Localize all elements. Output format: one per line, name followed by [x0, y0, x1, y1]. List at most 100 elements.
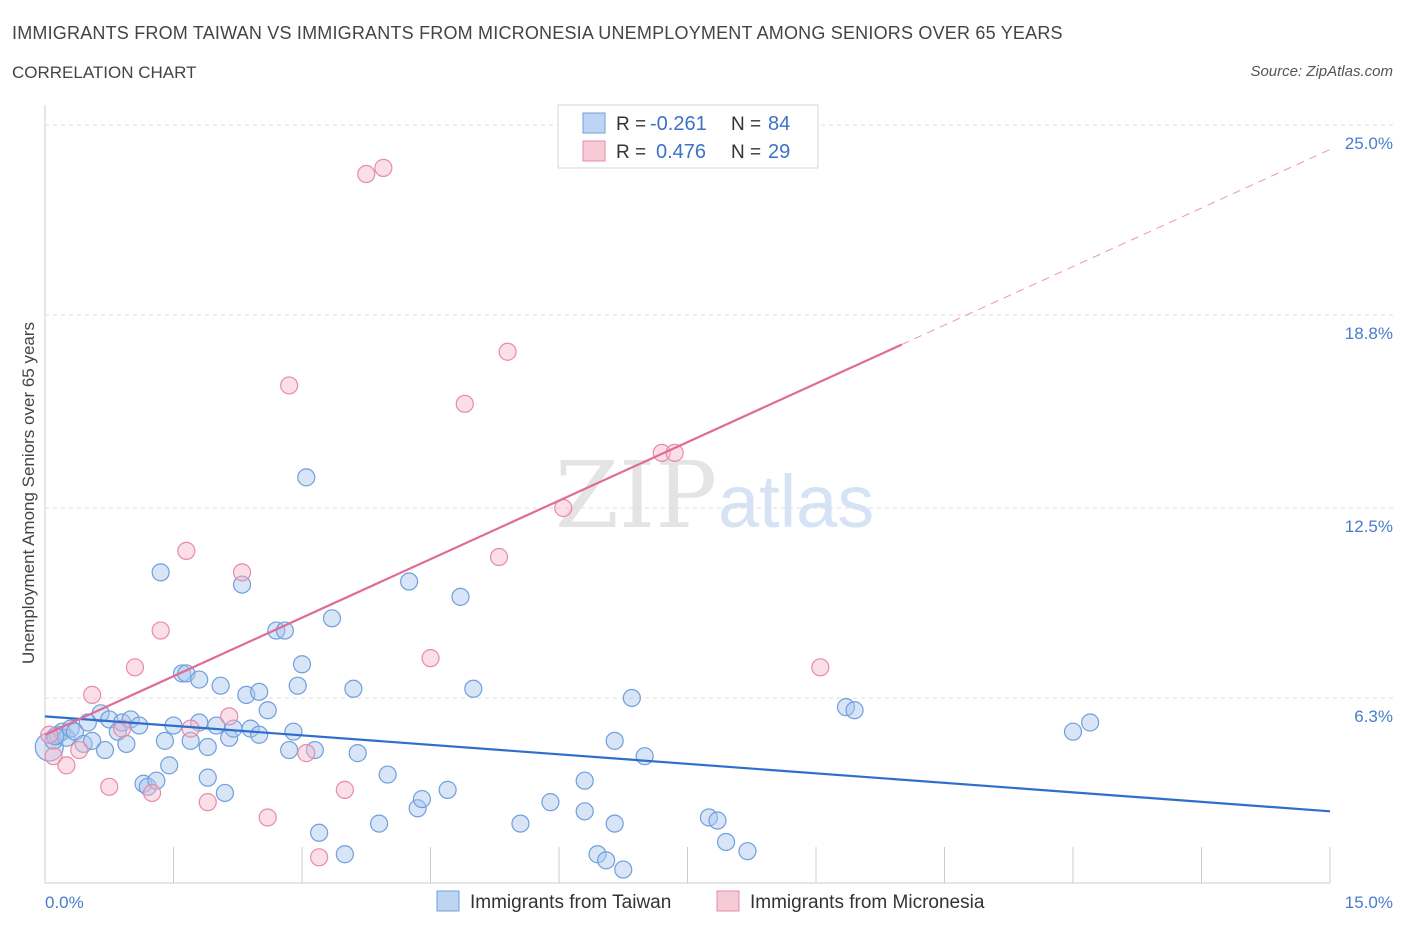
taiwan-point — [412, 789, 432, 809]
micronesia-trendline-extension — [901, 149, 1331, 346]
taiwan-point — [280, 740, 299, 760]
taiwan-point — [1063, 722, 1083, 741]
micronesia-point — [100, 777, 119, 796]
axes — [44, 105, 1331, 884]
micronesia-point — [357, 164, 376, 184]
bottom-legend-swatch-micronesia — [716, 890, 740, 912]
micronesia-point — [112, 719, 132, 738]
taiwan-point — [95, 740, 115, 760]
taiwan-point — [292, 655, 312, 674]
micronesia-point — [83, 685, 102, 705]
micronesia-point — [40, 725, 59, 744]
taiwan-point — [215, 783, 234, 803]
y-tick-label: 25.0% — [1345, 134, 1393, 153]
legend-swatch-taiwan — [582, 112, 606, 134]
taiwan-point — [370, 814, 389, 833]
taiwan-point — [211, 676, 230, 695]
taiwan-point — [322, 609, 342, 628]
y-tick-label: 12.5% — [1345, 517, 1393, 536]
taiwan-point — [258, 701, 277, 720]
micronesia-point — [280, 376, 299, 395]
taiwan-point — [511, 814, 530, 833]
y-tick-label: 6.3% — [1354, 707, 1393, 726]
micronesia-point — [455, 394, 474, 413]
watermark-zip: ZIP — [555, 442, 717, 549]
taiwan-point — [845, 701, 864, 720]
y-tick-label: 18.8% — [1345, 324, 1393, 343]
bottom-legend-label-taiwan: Immigrants from Taiwan — [470, 892, 671, 913]
taiwan-point — [151, 563, 170, 582]
taiwan-point — [622, 688, 641, 708]
taiwan-point — [438, 780, 457, 799]
legend-swatch-micronesia — [582, 140, 606, 162]
taiwan-point — [297, 468, 316, 487]
taiwan-point — [408, 799, 427, 818]
taiwan-point — [605, 731, 624, 750]
y-tick-labels: 6.3% 12.5% 18.8% 25.0% — [1345, 134, 1393, 726]
taiwan-point — [348, 744, 367, 763]
taiwan-point — [1081, 713, 1100, 732]
micronesia-point — [198, 793, 217, 812]
taiwan-point — [378, 765, 397, 784]
legend-n-label-micronesia: N = — [731, 142, 761, 163]
micronesia-point — [125, 658, 145, 677]
y-axis-label: Unemployment Among Seniors over 65 years — [19, 322, 38, 664]
gridlines — [45, 124, 1393, 699]
legend-n-label-taiwan: N = — [731, 114, 761, 135]
micronesia-point — [177, 541, 196, 560]
taiwan-point — [310, 823, 329, 842]
taiwan-point — [605, 814, 624, 833]
taiwan-point — [716, 832, 736, 852]
bottom-legend-label-micronesia: Immigrants from Micronesia — [750, 892, 985, 913]
taiwan-point — [614, 860, 633, 879]
micronesia-point — [374, 158, 393, 177]
series-taiwan-points — [34, 468, 1100, 879]
legend-r-label-micronesia: R = — [616, 142, 646, 163]
micronesia-point — [297, 744, 316, 763]
micronesia-point — [421, 649, 440, 668]
micronesia-point — [498, 342, 517, 361]
bottom-legend-swatch-taiwan — [436, 890, 460, 912]
watermark-atlas: atlas — [718, 460, 874, 543]
taiwan-point — [464, 679, 483, 698]
micronesia-point — [310, 848, 329, 867]
taiwan-point — [130, 716, 149, 735]
micronesia-point — [232, 563, 252, 582]
chart-subtitle: CORRELATION CHART — [12, 63, 197, 82]
micronesia-point — [142, 783, 162, 803]
taiwan-point — [451, 587, 470, 606]
taiwan-point — [160, 756, 179, 775]
taiwan-point — [335, 845, 354, 864]
x-tick-label-min: 0.0% — [45, 893, 84, 912]
legend-r-value-taiwan: -0.261 — [650, 113, 707, 135]
taiwan-point — [198, 768, 217, 787]
stats-legend: R = -0.261 N = 84 R = 0.476 N = 29 — [557, 104, 819, 169]
legend-n-value-taiwan: 84 — [768, 113, 790, 135]
trendlines — [44, 149, 1331, 813]
x-tick-label-max: 15.0% — [1345, 893, 1393, 912]
watermark: ZIP atlas — [555, 442, 874, 549]
taiwan-point — [541, 793, 560, 812]
taiwan-point — [284, 722, 303, 741]
taiwan-point — [597, 851, 616, 870]
taiwan-point — [575, 802, 594, 821]
micronesia-point — [44, 747, 63, 766]
taiwan-point — [250, 725, 269, 744]
legend-r-value-micronesia: 0.476 — [656, 141, 706, 163]
micronesia-point — [70, 740, 89, 760]
bottom-legend: Immigrants from Taiwan Immigrants from M… — [436, 890, 985, 913]
taiwan-point — [738, 842, 757, 861]
micronesia-point — [335, 780, 354, 799]
micronesia-point — [258, 808, 277, 827]
legend-r-label-taiwan: R = — [616, 114, 646, 135]
taiwan-point — [190, 670, 209, 689]
taiwan-point — [198, 737, 217, 757]
taiwan-point — [399, 572, 419, 591]
micronesia-point — [57, 756, 76, 775]
micronesia-point — [220, 707, 239, 726]
micronesia-point — [811, 658, 830, 677]
taiwan-point — [575, 771, 594, 790]
legend-n-value-micronesia: 29 — [768, 141, 790, 163]
taiwan-point — [250, 682, 269, 701]
